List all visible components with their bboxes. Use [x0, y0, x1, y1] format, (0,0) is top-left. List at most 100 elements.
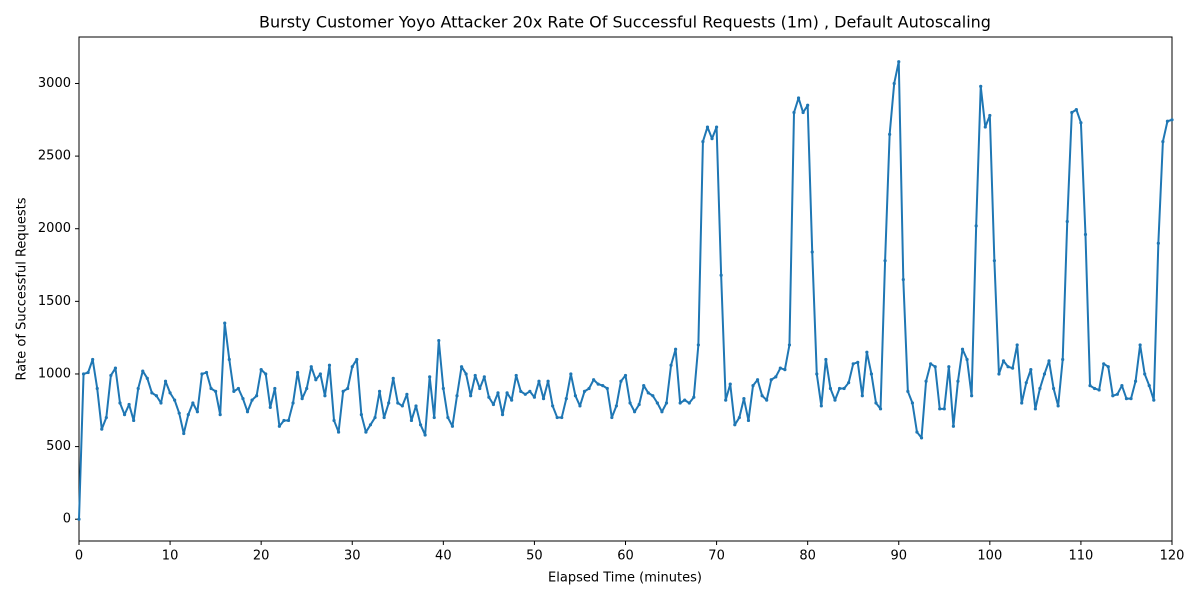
- point: [810, 250, 814, 254]
- point: [623, 373, 628, 378]
- point: [778, 366, 782, 370]
- x-tick-label: 40: [435, 549, 452, 564]
- point: [391, 376, 395, 380]
- point: [664, 401, 669, 405]
- point: [491, 402, 496, 407]
- x-tick-label: 110: [1069, 549, 1094, 564]
- point: [91, 357, 95, 362]
- x-tick-label: 100: [977, 549, 1002, 564]
- point: [783, 368, 787, 372]
- point: [619, 379, 623, 383]
- point: [541, 397, 546, 401]
- point: [132, 418, 136, 423]
- point: [551, 404, 555, 408]
- point: [1015, 343, 1019, 347]
- point: [751, 383, 755, 388]
- x-tick-label: 120: [1160, 549, 1185, 564]
- point: [186, 413, 190, 417]
- point: [683, 398, 687, 402]
- point: [596, 382, 600, 386]
- point: [892, 81, 896, 86]
- point: [387, 401, 391, 405]
- point: [1033, 407, 1037, 411]
- point: [428, 375, 432, 379]
- point: [255, 394, 259, 398]
- point: [956, 379, 960, 383]
- point: [874, 401, 878, 405]
- point: [819, 404, 823, 408]
- point: [409, 418, 414, 423]
- y-tick-label: 3000: [38, 76, 71, 91]
- point: [286, 418, 291, 423]
- point: [988, 113, 992, 118]
- point: [710, 137, 714, 141]
- point: [145, 376, 149, 380]
- x-tick-label: 90: [890, 549, 907, 564]
- y-tick-label: 1500: [38, 294, 71, 309]
- point: [642, 383, 646, 388]
- x-tick-label: 60: [617, 549, 634, 564]
- point: [997, 372, 1001, 376]
- point: [938, 407, 942, 411]
- point: [86, 370, 90, 375]
- point: [742, 397, 746, 401]
- point: [109, 373, 113, 378]
- point: [678, 401, 682, 405]
- point: [806, 103, 810, 107]
- point: [282, 418, 286, 423]
- point: [1147, 383, 1151, 388]
- point: [983, 125, 987, 129]
- point: [163, 379, 168, 383]
- point: [960, 347, 965, 351]
- point: [177, 411, 181, 415]
- point: [450, 424, 455, 428]
- point: [81, 372, 86, 376]
- point: [1065, 219, 1069, 224]
- point: [765, 398, 769, 402]
- point: [555, 415, 559, 420]
- x-tick-label: 30: [344, 549, 361, 564]
- point: [929, 362, 933, 366]
- point: [441, 386, 445, 391]
- point: [195, 410, 200, 414]
- point: [1133, 379, 1138, 383]
- point: [865, 350, 869, 354]
- point: [833, 398, 837, 402]
- point: [815, 372, 819, 376]
- point: [482, 375, 486, 379]
- point: [910, 401, 915, 405]
- point: [1124, 397, 1129, 401]
- point: [418, 423, 423, 427]
- point: [377, 389, 382, 393]
- point: [737, 415, 741, 420]
- point: [1038, 386, 1042, 391]
- point: [245, 410, 250, 414]
- point: [218, 413, 222, 417]
- point: [204, 370, 209, 375]
- point: [510, 398, 514, 402]
- point: [537, 379, 541, 383]
- x-axis-label: Elapsed Time (minutes): [548, 571, 702, 586]
- point: [1020, 401, 1024, 405]
- point: [610, 415, 614, 420]
- point: [792, 110, 796, 115]
- point: [1156, 241, 1160, 245]
- x-tick-label: 50: [526, 549, 543, 564]
- point: [869, 372, 874, 376]
- point: [159, 401, 163, 405]
- point: [856, 360, 860, 364]
- point: [933, 365, 937, 369]
- point: [673, 347, 678, 351]
- point: [1061, 357, 1065, 362]
- point: [305, 386, 309, 391]
- point: [364, 430, 368, 434]
- point: [901, 277, 905, 282]
- point: [478, 386, 482, 391]
- point: [1056, 404, 1060, 408]
- point: [346, 386, 350, 391]
- point: [787, 343, 792, 347]
- point: [332, 418, 336, 423]
- point: [141, 369, 145, 373]
- point: [646, 391, 650, 395]
- point: [546, 379, 550, 383]
